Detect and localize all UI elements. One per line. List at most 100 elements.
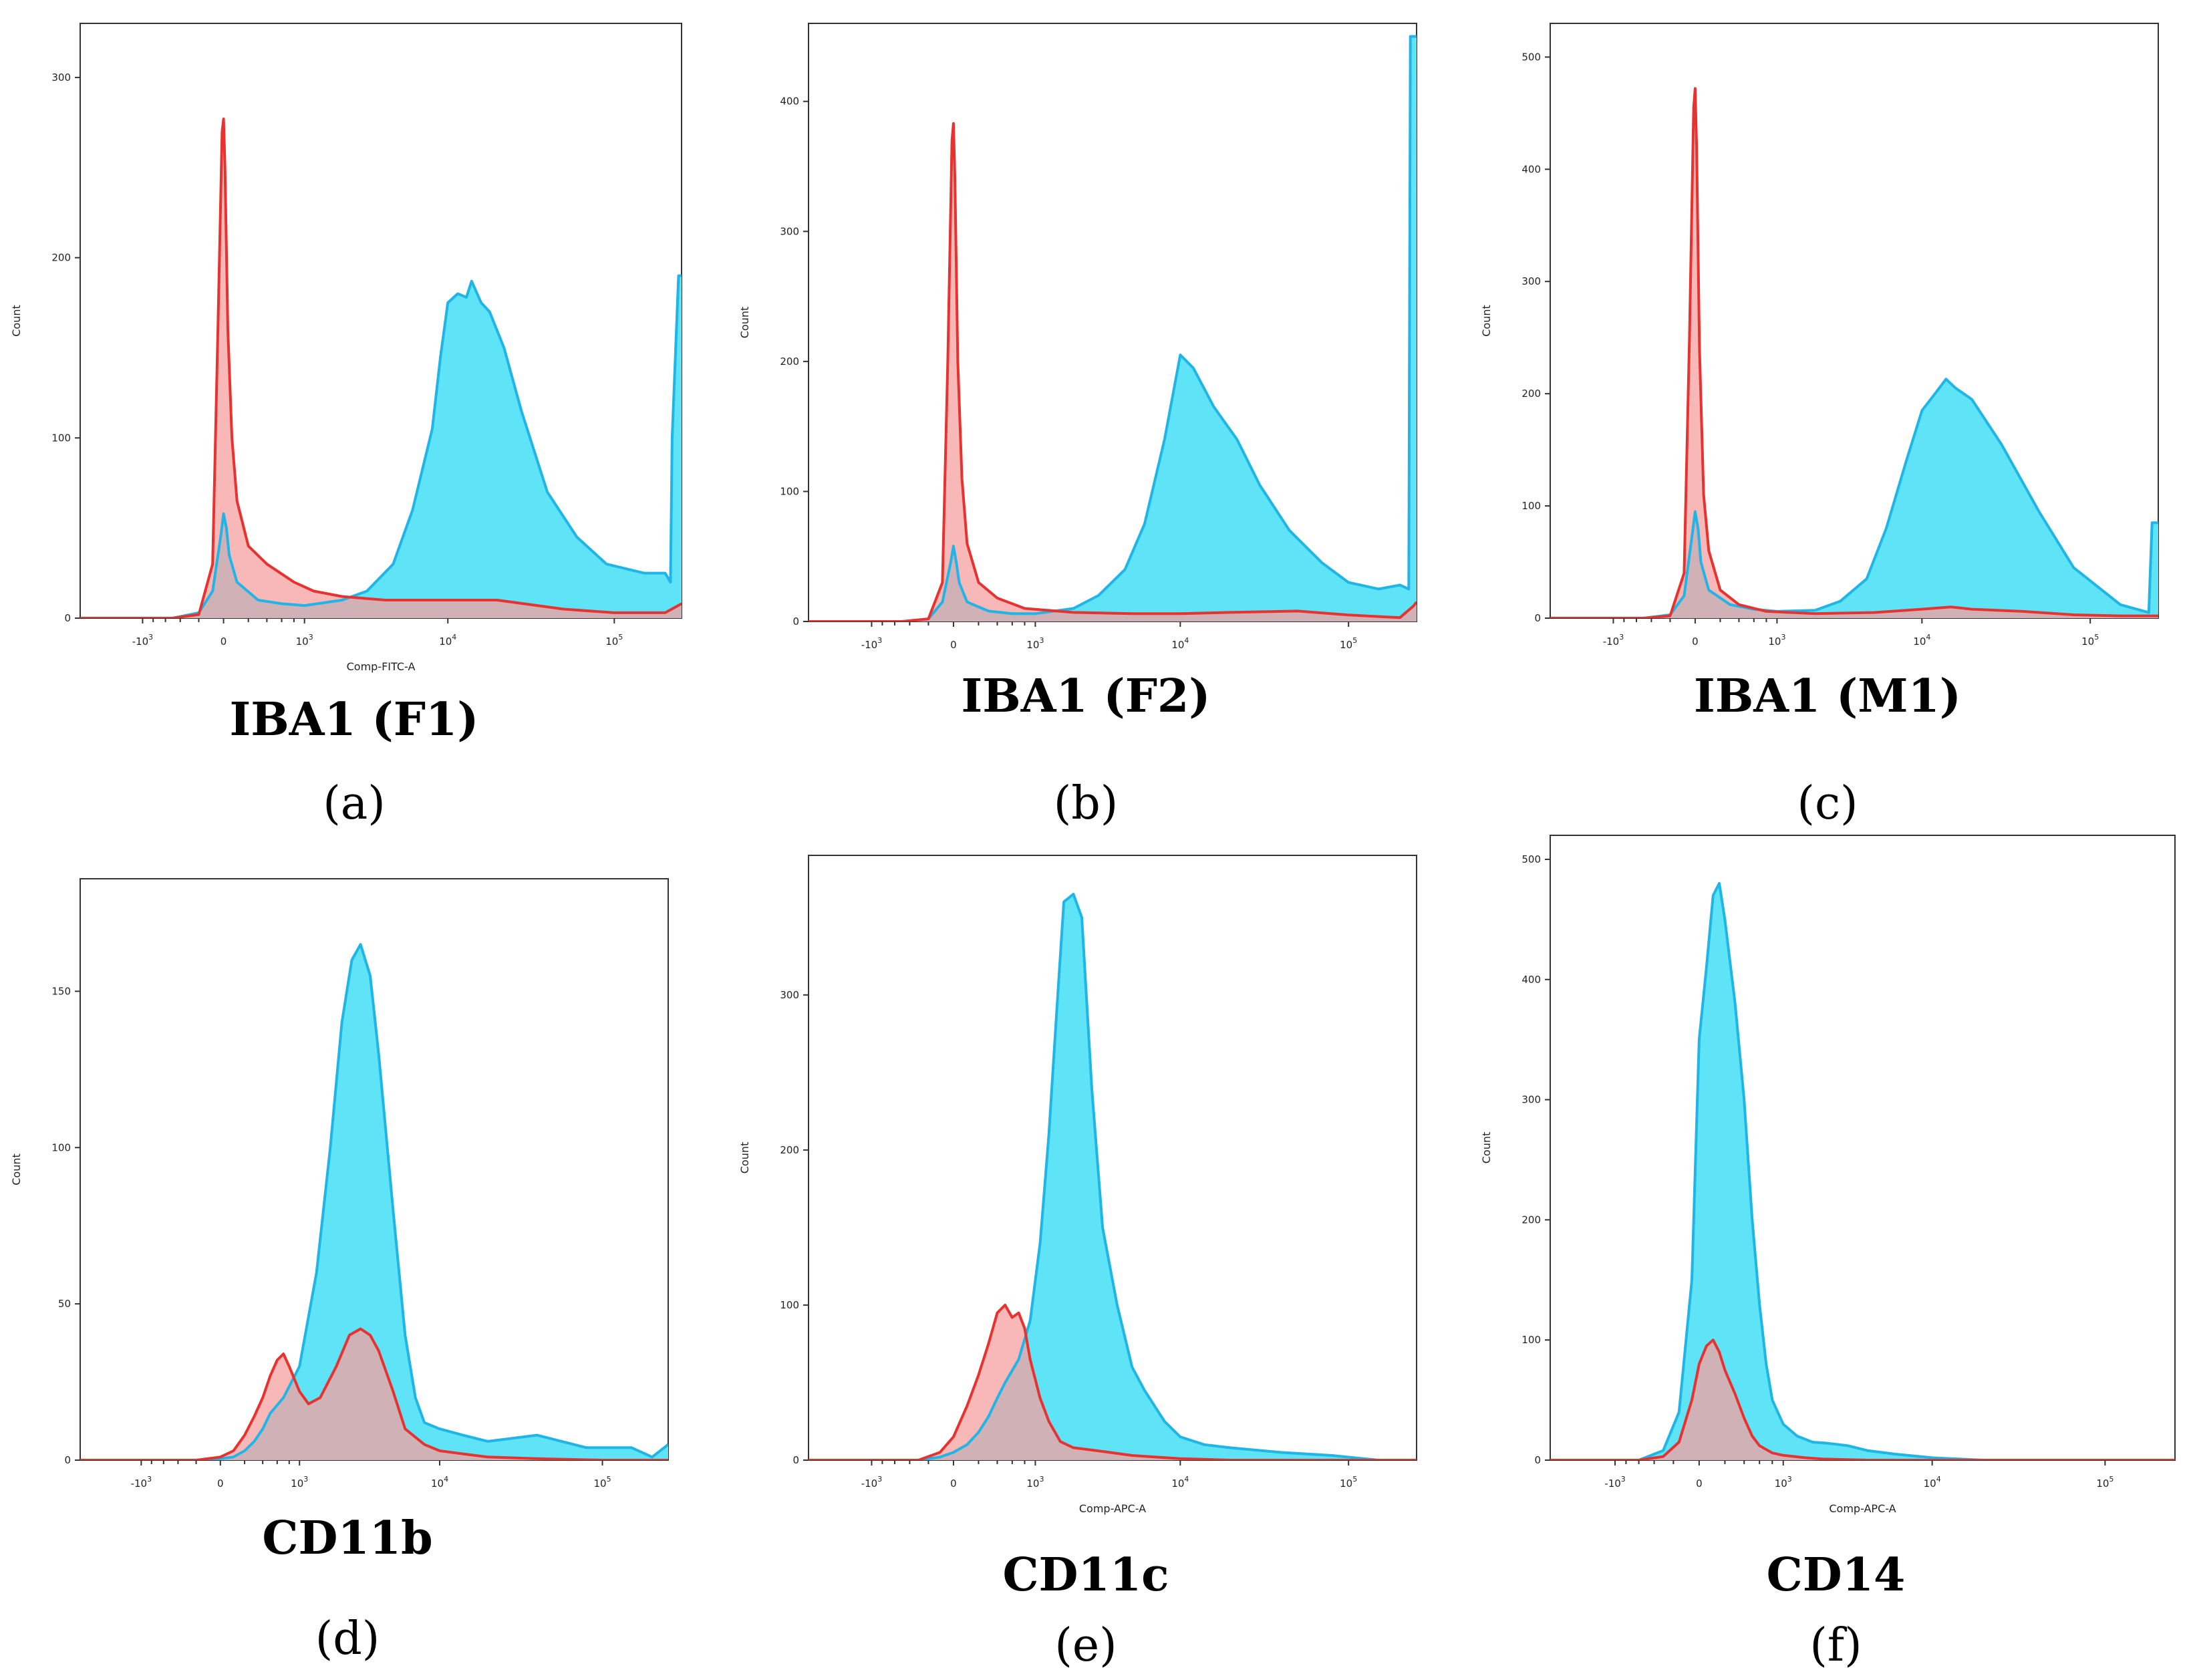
x-tick-label: 104	[431, 1475, 448, 1490]
y-tick-label: 200	[1521, 388, 1541, 400]
x-tick-label: 0	[1696, 1478, 1703, 1490]
x-tick-label: 103	[1026, 636, 1044, 651]
plot-frame	[1550, 23, 2159, 619]
y-tick-label: 200	[780, 1144, 799, 1156]
x-tick-label: 105	[1340, 1475, 1357, 1490]
y-tick-label: 0	[1534, 1454, 1541, 1466]
x-axis-label: Comp-FITC-A	[347, 660, 416, 673]
panel-letter: (b)	[1054, 777, 1119, 830]
y-tick-label: 400	[1521, 163, 1541, 175]
x-tick-label: -103	[1603, 633, 1624, 648]
panel-b: 0 100 200 300 400 -103 0 103 104 105 Count IBA1 (F2…	[738, 23, 1417, 830]
x-tick-label: 105	[2096, 1475, 2113, 1490]
plot-area	[80, 943, 668, 1460]
x-tick-label: 0	[1692, 636, 1699, 648]
panel-title: CD14	[1767, 1548, 1906, 1602]
y-axis-label: Count	[1480, 1132, 1493, 1164]
y-tick-label: 400	[780, 96, 799, 108]
panel-title: IBA1 (F2)	[962, 670, 1211, 723]
plot-frame	[80, 23, 682, 619]
y-tick-label: 100	[780, 1299, 799, 1311]
y-tick-label: 0	[792, 1454, 799, 1466]
panel-c: 0 100 200 300 400 500 -103 0 103 104 105 Count IBA1 …	[1480, 23, 2159, 830]
x-tick-label: 104	[1171, 636, 1189, 651]
y-tick-label: 200	[780, 356, 799, 368]
y-tick-label: 300	[780, 225, 799, 237]
test-histogram-line	[1550, 378, 2158, 618]
x-tick-label: 104	[1913, 633, 1930, 648]
y-tick-label: 300	[780, 989, 799, 1001]
x-tick-label: 105	[2081, 633, 2099, 648]
panel-letter: (f)	[1809, 1619, 1862, 1672]
plot-area	[80, 117, 682, 618]
y-tick-label: 400	[1521, 974, 1541, 986]
y-tick-label: 300	[1521, 1094, 1541, 1106]
y-tick-label: 200	[1521, 1214, 1541, 1226]
control-histogram-fill	[1550, 1340, 2175, 1460]
y-tick-label: 100	[1521, 1334, 1541, 1346]
x-tick-label: 0	[950, 1478, 957, 1490]
y-axis-label: Count	[10, 305, 23, 337]
y-tick-label: 0	[64, 612, 71, 624]
test-histogram-fill	[1550, 883, 2175, 1460]
x-axis-label: Comp-APC-A	[1829, 1502, 1896, 1515]
y-tick-label: 150	[51, 985, 71, 997]
y-tick-label: 500	[1521, 51, 1541, 63]
test-histogram-line	[809, 893, 1417, 1460]
x-tick-label: 0	[221, 636, 227, 648]
plot-frame	[808, 23, 1417, 622]
x-tick-label: 105	[1340, 636, 1357, 651]
x-axis-label: Comp-APC-A	[1079, 1502, 1146, 1515]
plot-area	[1550, 87, 2158, 618]
x-tick-label: 104	[1171, 1475, 1189, 1490]
control-histogram-line	[80, 1327, 668, 1460]
x-tick-label: 103	[1026, 1475, 1044, 1490]
y-tick-label: 500	[1521, 853, 1541, 865]
control-histogram-line	[1550, 1339, 2175, 1460]
control-histogram-line	[809, 122, 1417, 621]
y-tick-label: 100	[780, 485, 799, 497]
x-tick-label: -103	[131, 1475, 152, 1490]
x-tick-label: 103	[1768, 633, 1785, 648]
x-tick-label: 103	[296, 633, 313, 648]
x-tick-label: 103	[1775, 1475, 1792, 1490]
plot-area	[809, 893, 1417, 1460]
test-histogram-fill	[809, 894, 1417, 1460]
panel-letter: (e)	[1054, 1619, 1117, 1672]
panel-title: CD11c	[1002, 1548, 1169, 1602]
x-tick-label: 0	[217, 1478, 224, 1490]
x-tick-label: 104	[1924, 1475, 1941, 1490]
y-tick-label: 0	[64, 1454, 71, 1466]
y-tick-label: 100	[51, 432, 71, 444]
x-tick-label: -103	[861, 636, 883, 651]
y-axis-label: Count	[1480, 305, 1493, 337]
panel-title: IBA1 (M1)	[1694, 670, 1961, 723]
control-histogram-line	[80, 117, 682, 618]
test-histogram-fill	[80, 275, 682, 618]
test-histogram-line	[80, 274, 682, 618]
x-tick-label: -103	[861, 1475, 883, 1490]
panel-title: IBA1 (F1)	[230, 693, 479, 746]
panel-letter: (a)	[323, 777, 386, 830]
y-tick-label: 0	[792, 615, 799, 627]
x-tick-label: 103	[291, 1475, 308, 1490]
control-histogram-line	[1550, 87, 2158, 618]
test-histogram-fill	[80, 944, 668, 1460]
y-tick-label: 0	[1534, 612, 1541, 624]
test-histogram-line	[809, 35, 1417, 621]
control-histogram-fill	[809, 123, 1417, 621]
x-tick-label: 105	[593, 1475, 611, 1490]
y-tick-label: 100	[1521, 500, 1541, 512]
x-tick-label: -103	[1604, 1475, 1626, 1490]
y-tick-label: 100	[51, 1141, 71, 1153]
panel-title: CD11b	[262, 1512, 432, 1565]
y-tick-label: 50	[58, 1298, 71, 1310]
y-tick-label: 200	[51, 252, 71, 264]
panel-a: 0 100 200 300 -103 0 103 104 105 Count Comp-FITC-A…	[10, 23, 682, 830]
x-tick-label: 104	[439, 633, 456, 648]
panel-letter: (d)	[315, 1613, 380, 1665]
test-histogram-line	[80, 943, 668, 1460]
x-tick-label: -103	[132, 633, 154, 648]
test-histogram-fill	[1550, 379, 2158, 618]
